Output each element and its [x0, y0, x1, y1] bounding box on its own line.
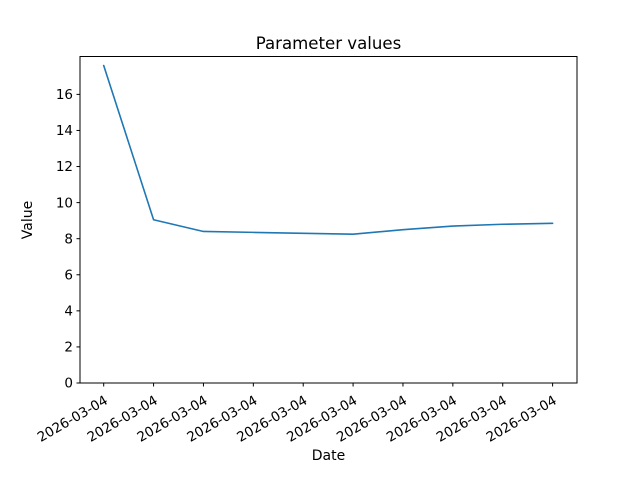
y-tick-label: 14: [56, 123, 73, 139]
y-tick-label: 6: [64, 267, 73, 283]
y-tick-label: 10: [56, 195, 73, 211]
data-line: [102, 64, 554, 235]
axes-frame: [79, 56, 578, 384]
y-tick-label: 12: [56, 159, 73, 175]
chart-title: Parameter values: [255, 34, 402, 53]
y-tick-label: 4: [64, 304, 73, 320]
y-axis-label: Value: [20, 200, 36, 240]
y-tick-label: 8: [64, 231, 73, 247]
y-tick-label: 0: [64, 376, 73, 392]
y-tick-label: 16: [56, 87, 73, 103]
x-axis-label: Date: [311, 448, 346, 464]
y-tick-label: 2: [64, 340, 73, 356]
